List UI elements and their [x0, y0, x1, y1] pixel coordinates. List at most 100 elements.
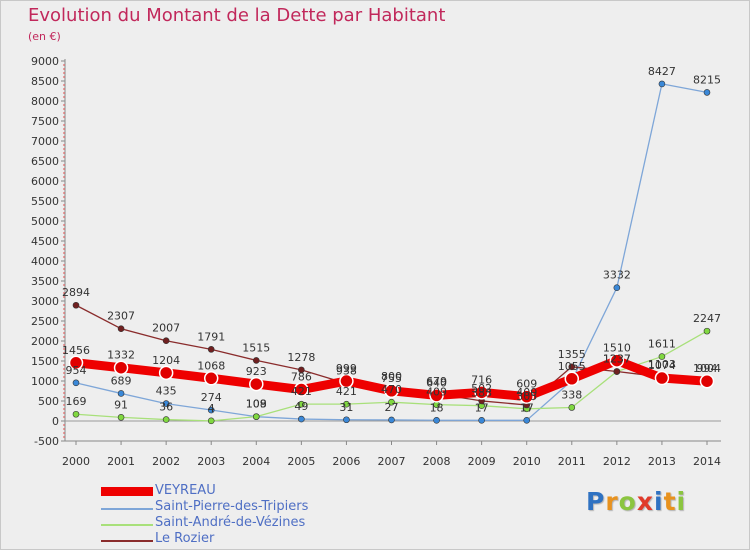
x-tick-label: 2012: [603, 455, 631, 468]
legend-label: Saint-André-de-Vézines: [155, 515, 306, 530]
data-label: 716: [471, 373, 492, 386]
x-tick-label: 2013: [648, 455, 676, 468]
series-point: [388, 416, 395, 424]
data-label: 274: [201, 391, 222, 404]
series-point: [433, 416, 440, 424]
series-point: [343, 416, 350, 424]
legend-swatch: [101, 487, 153, 496]
data-label: 169: [66, 395, 87, 408]
data-label: 18: [430, 401, 444, 414]
series-point: [658, 353, 666, 360]
series-point: [294, 382, 309, 397]
series-point: [568, 363, 576, 371]
data-label: 1074: [648, 359, 676, 372]
y-tick-label: 7000: [31, 135, 59, 148]
data-label: 1237: [603, 353, 631, 366]
data-label: 755: [381, 372, 402, 385]
x-tick-label: 2009: [468, 455, 496, 468]
series-point: [207, 417, 215, 425]
data-label: 994: [697, 362, 718, 375]
series-point: [162, 400, 170, 407]
series-point: [339, 373, 354, 389]
series-point: [478, 417, 485, 424]
series-point: [474, 385, 489, 400]
data-label: 502: [471, 382, 492, 395]
x-tick-label: 2003: [197, 455, 225, 468]
series-point: [568, 404, 576, 411]
data-label: 435: [156, 385, 177, 398]
series-point: [249, 376, 264, 392]
x-tick-label: 2004: [242, 455, 270, 468]
series-point: [388, 398, 395, 406]
series-point: [207, 346, 215, 353]
y-tick-label: 8000: [31, 95, 59, 108]
y-tick-label: 5500: [31, 195, 59, 208]
series-point: [523, 417, 531, 424]
logo-letter: r: [605, 487, 619, 516]
legend-swatch: [101, 508, 153, 510]
y-tick-label: 3000: [31, 295, 59, 308]
x-tick-label: 2000: [62, 455, 90, 468]
series-point: [654, 370, 670, 386]
x-tick-label: 2002: [152, 455, 180, 468]
data-label: 1791: [197, 330, 225, 343]
data-label: 786: [291, 371, 312, 384]
data-label: 1278: [287, 351, 315, 364]
data-label: 1611: [648, 338, 676, 351]
data-label: 1510: [603, 342, 631, 355]
data-label: 1103: [648, 358, 676, 371]
series-point: [703, 327, 711, 335]
y-tick-label: 4000: [31, 255, 59, 268]
data-label: 421: [336, 385, 357, 398]
legend-label: Le Rozier: [155, 531, 215, 546]
chart-title: Evolution du Montant de la Dette par Hab…: [28, 5, 446, 26]
series-point: [384, 383, 399, 399]
chart-series: [68, 80, 715, 425]
data-label: 109: [246, 398, 267, 411]
y-tick-label: -500: [34, 435, 59, 448]
data-label: 383: [471, 387, 492, 400]
x-tick-label: 2008: [423, 455, 451, 468]
proxiti-logo: Proxiti: [586, 487, 686, 516]
y-tick-label: 5000: [31, 215, 59, 228]
series-point: [252, 413, 260, 420]
series-point: [117, 325, 125, 333]
logo-letter: i: [654, 487, 664, 516]
data-label: 409: [426, 386, 447, 399]
y-tick-label: 2000: [31, 335, 59, 348]
series-point: [613, 284, 621, 292]
legend-label: Saint-Pierre-des-Tripiers: [155, 499, 309, 514]
series-point: [298, 366, 305, 374]
y-tick-label: 4500: [31, 235, 59, 248]
data-label: 1055: [558, 360, 586, 373]
series-point: [658, 80, 666, 88]
series-point: [72, 301, 80, 309]
series-point: [207, 406, 215, 414]
series-point: [162, 416, 170, 423]
data-label: 1237: [603, 353, 631, 366]
data-label: 2307: [107, 310, 135, 323]
data-label: 17: [475, 401, 489, 414]
data-label: 640: [426, 376, 447, 389]
data-label: 36: [159, 401, 173, 414]
y-tick-label: 1500: [31, 355, 59, 368]
data-label: 305: [516, 390, 537, 403]
logo-letter: t: [663, 487, 677, 516]
data-label: 17: [520, 401, 534, 414]
x-tick-label: 2014: [693, 455, 721, 468]
x-tick-label: 2001: [107, 455, 135, 468]
logo-letter: x: [636, 487, 654, 516]
data-label: 1332: [107, 349, 135, 362]
data-label: 1004: [693, 362, 721, 375]
data-label: 2894: [62, 286, 90, 299]
legend-label: VEYREAU: [155, 483, 216, 498]
logo-letter: i: [676, 487, 687, 516]
legend-swatch: [101, 540, 153, 542]
y-tick-label: 3500: [31, 275, 59, 288]
data-label: 3332: [603, 269, 631, 282]
y-tick-label: 0: [52, 415, 59, 428]
y-tick-label: 9000: [31, 55, 59, 68]
data-label: 421: [291, 385, 312, 398]
series-point: [699, 373, 715, 389]
